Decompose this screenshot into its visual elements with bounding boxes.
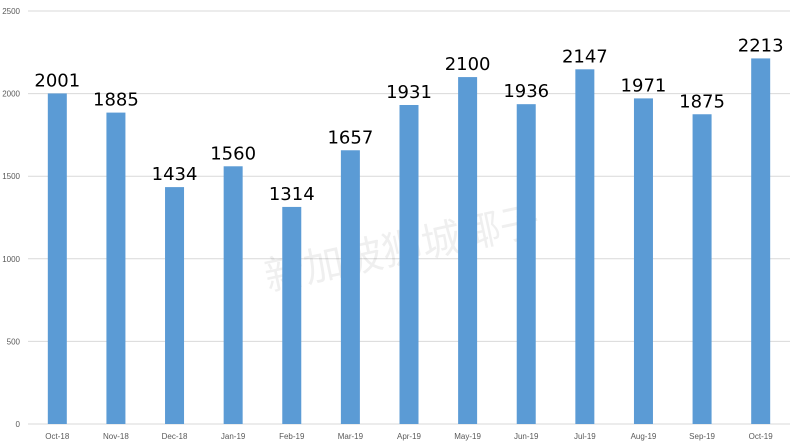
x-tick-label: Apr-19: [397, 432, 422, 441]
data-label: 1885: [93, 90, 139, 111]
y-axis-ticks: 0 500 1000 1500 2000 2500: [2, 7, 20, 429]
bar: [340, 150, 360, 424]
data-label: 1434: [152, 164, 198, 185]
x-tick-label: Nov-18: [103, 432, 129, 441]
y-tick-label: 500: [7, 337, 21, 346]
bar: [458, 77, 478, 424]
y-tick-label: 1500: [2, 172, 20, 181]
x-tick-label: Jun-19: [514, 432, 539, 441]
x-tick-label: Sep-19: [689, 432, 715, 441]
bar: [106, 112, 126, 425]
x-tick-label: Jan-19: [221, 432, 246, 441]
bar: [165, 187, 185, 424]
data-label: 2147: [562, 46, 608, 67]
x-tick-label: Aug-19: [631, 432, 657, 441]
data-label: 1936: [503, 81, 549, 102]
x-tick-label: Jul-19: [574, 432, 596, 441]
bar: [399, 104, 419, 424]
bars: [47, 58, 771, 425]
x-tick-label: Feb-19: [279, 432, 305, 441]
bar: [282, 206, 302, 424]
y-tick-label: 2000: [2, 90, 20, 99]
bar: [692, 114, 712, 424]
data-label: 2001: [34, 70, 80, 91]
data-label: 1971: [621, 75, 667, 96]
data-labels: 2001 1885 1434 1560 1314 1657 1931 2100 1936 2147…: [34, 35, 783, 205]
x-axis-ticks: Oct-18 Nov-18 Dec-18 Jan-19 Feb-19 Mar-19 Apr-…: [45, 432, 773, 441]
data-label: 2100: [445, 54, 491, 75]
data-label: 2213: [738, 35, 784, 56]
x-tick-label: Oct-18: [45, 432, 70, 441]
x-tick-label: Oct-19: [749, 432, 774, 441]
data-label: 1560: [210, 143, 256, 164]
x-tick-label: Dec-18: [162, 432, 188, 441]
data-label: 1657: [327, 127, 373, 148]
data-label: 1931: [386, 82, 432, 103]
y-tick-label: 2500: [2, 7, 20, 16]
bar: [47, 93, 67, 424]
bar: [575, 69, 595, 424]
data-label: 1314: [269, 184, 315, 205]
y-tick-label: 0: [16, 420, 21, 429]
y-tick-label: 1000: [2, 255, 20, 264]
x-tick-label: Mar-19: [338, 432, 364, 441]
bar: [223, 166, 243, 424]
bar: [751, 58, 771, 424]
bar: [516, 104, 536, 425]
data-label: 1875: [679, 91, 725, 112]
x-tick-label: May-19: [454, 432, 481, 441]
bar: [633, 98, 653, 424]
